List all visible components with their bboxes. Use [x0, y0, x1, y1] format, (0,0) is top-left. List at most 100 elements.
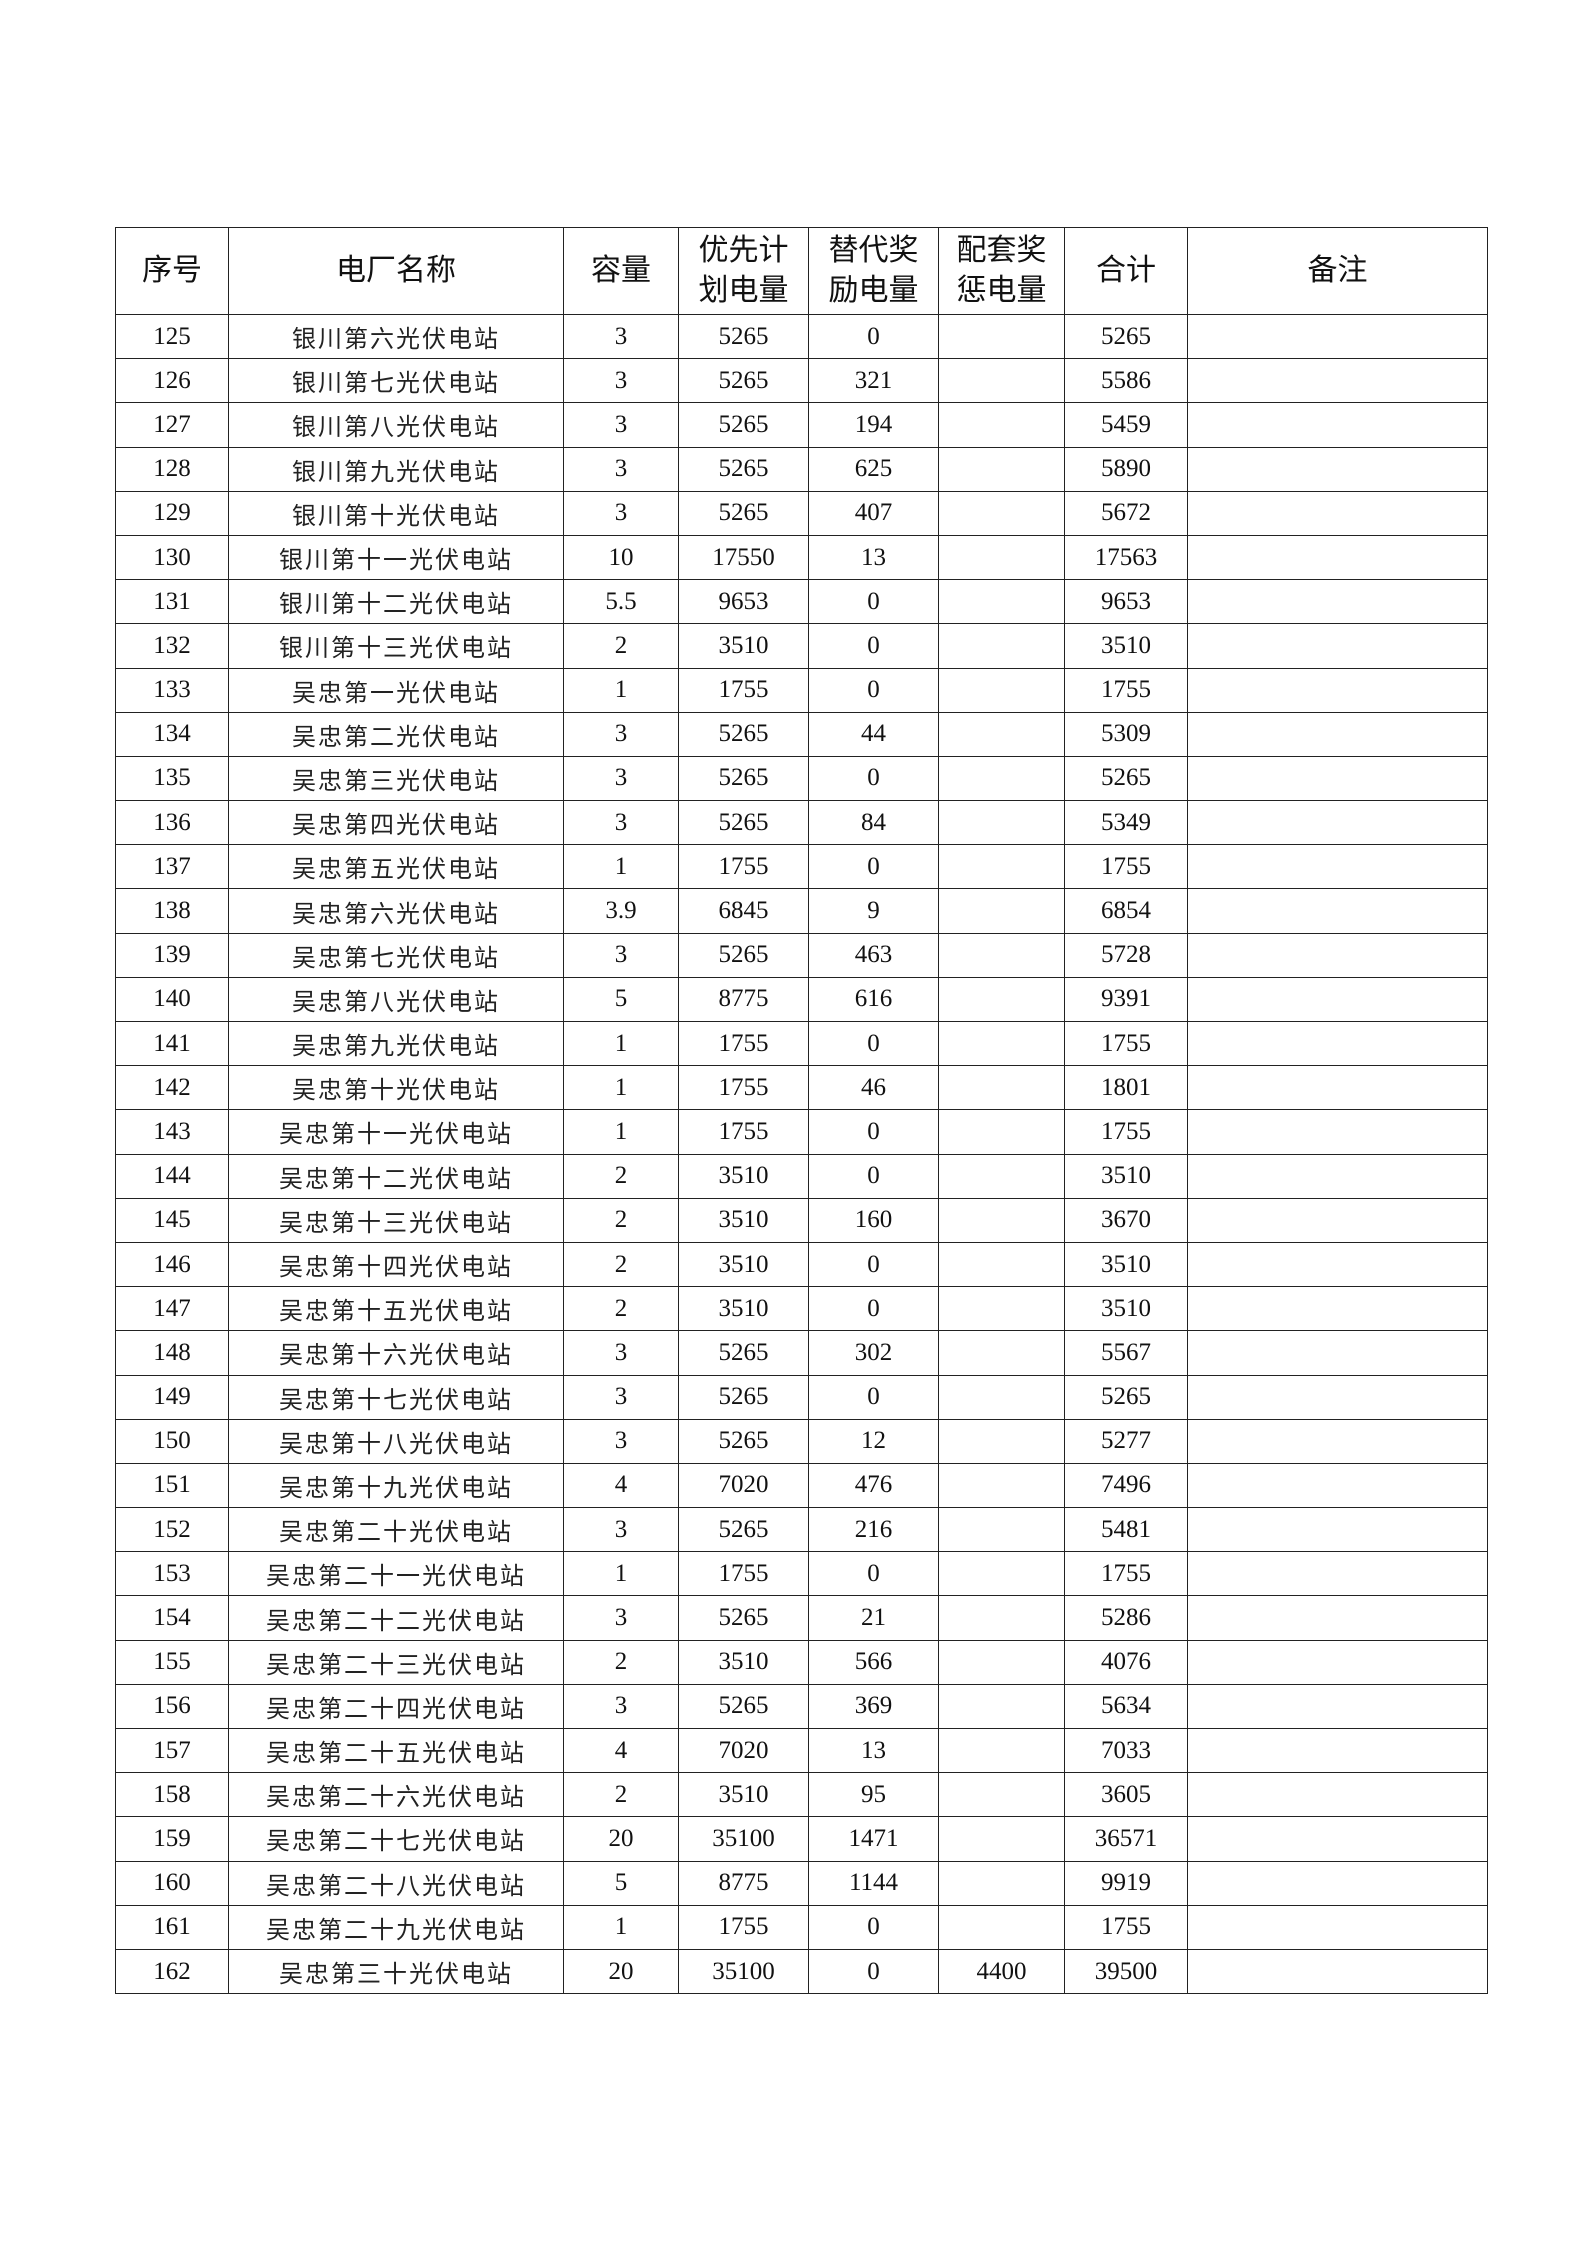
table-row: 140 吴忠第八光伏电站 5 8775 616 9391 — [115, 976, 1488, 1023]
cell-replace: 625 — [808, 446, 939, 492]
cell-remark — [1187, 1772, 1488, 1818]
cell-remark — [1187, 1286, 1488, 1332]
cell-priority: 5265 — [678, 1330, 809, 1376]
cell-name: 吴忠第十二光伏电站 — [228, 1153, 564, 1199]
cell-total: 5481 — [1064, 1507, 1188, 1553]
cell-replace: 321 — [808, 358, 939, 404]
cell-replace: 13 — [808, 534, 939, 581]
cell-capacity: 3 — [563, 1330, 679, 1376]
cell-support — [938, 402, 1065, 448]
cell-total: 5309 — [1064, 711, 1188, 757]
cell-replace: 0 — [808, 1374, 939, 1420]
cell-seq: 128 — [115, 446, 229, 492]
cell-remark — [1187, 1727, 1488, 1774]
cell-priority: 1755 — [678, 1065, 809, 1111]
cell-priority: 6845 — [678, 888, 809, 934]
cell-remark — [1187, 711, 1488, 757]
cell-priority: 5265 — [678, 1374, 809, 1420]
cell-capacity: 2 — [563, 1153, 679, 1199]
table-row: 128 银川第九光伏电站 3 5265 625 5890 — [115, 446, 1488, 492]
cell-support — [938, 1860, 1065, 1906]
cell-priority: 3510 — [678, 1286, 809, 1332]
cell-capacity: 3 — [563, 402, 679, 448]
cell-remark — [1187, 1418, 1488, 1464]
cell-capacity: 1 — [563, 1065, 679, 1111]
cell-name: 银川第七光伏电站 — [228, 358, 564, 404]
cell-seq: 134 — [115, 711, 229, 757]
table-row: 159 吴忠第二十七光伏电站 20 35100 1471 36571 — [115, 1816, 1488, 1862]
cell-replace: 566 — [808, 1639, 939, 1685]
cell-total: 5459 — [1064, 402, 1188, 448]
cell-remark — [1187, 1507, 1488, 1553]
cell-remark — [1187, 1639, 1488, 1685]
cell-remark — [1187, 1462, 1488, 1509]
cell-support — [938, 1418, 1065, 1464]
cell-priority: 3510 — [678, 1639, 809, 1685]
cell-replace: 0 — [808, 579, 939, 625]
header-seq: 序号 — [115, 227, 229, 315]
cell-total: 39500 — [1064, 1948, 1188, 1995]
cell-support — [938, 1904, 1065, 1950]
cell-total: 5586 — [1064, 358, 1188, 404]
cell-remark — [1187, 888, 1488, 934]
cell-name: 银川第十光伏电站 — [228, 490, 564, 536]
cell-priority: 8775 — [678, 976, 809, 1023]
cell-priority: 5265 — [678, 711, 809, 757]
power-allocation-table: 序号 电厂名称 容量 优先计 划电量 替代奖 励电量 配套奖 惩电量 合计 备注 12… — [115, 227, 1488, 1995]
cell-remark — [1187, 1109, 1488, 1155]
cell-support — [938, 1507, 1065, 1553]
cell-remark — [1187, 534, 1488, 581]
cell-replace: 369 — [808, 1683, 939, 1730]
cell-priority: 5265 — [678, 1507, 809, 1553]
cell-priority: 1755 — [678, 1020, 809, 1067]
cell-support — [938, 1286, 1065, 1332]
cell-support — [938, 313, 1065, 360]
cell-name: 吴忠第二十三光伏电站 — [228, 1639, 564, 1685]
cell-replace: 13 — [808, 1727, 939, 1774]
cell-replace: 21 — [808, 1595, 939, 1641]
cell-total: 5890 — [1064, 446, 1188, 492]
cell-name: 吴忠第十六光伏电站 — [228, 1330, 564, 1376]
cell-seq: 157 — [115, 1727, 229, 1774]
cell-name: 吴忠第一光伏电站 — [228, 667, 564, 713]
cell-priority: 5265 — [678, 800, 809, 846]
cell-seq: 148 — [115, 1330, 229, 1376]
table-row: 132 银川第十三光伏电站 2 3510 0 3510 — [115, 623, 1488, 669]
cell-total: 9919 — [1064, 1860, 1188, 1906]
cell-total: 5728 — [1064, 932, 1188, 978]
cell-support — [938, 623, 1065, 669]
cell-name: 吴忠第二十四光伏电站 — [228, 1683, 564, 1730]
cell-capacity: 3 — [563, 800, 679, 846]
cell-seq: 135 — [115, 755, 229, 802]
cell-remark — [1187, 976, 1488, 1023]
cell-replace: 160 — [808, 1197, 939, 1243]
cell-name: 银川第六光伏电站 — [228, 313, 564, 360]
table-row: 139 吴忠第七光伏电站 3 5265 463 5728 — [115, 932, 1488, 978]
cell-name: 吴忠第六光伏电站 — [228, 888, 564, 934]
cell-capacity: 3 — [563, 1507, 679, 1553]
cell-total: 1755 — [1064, 1109, 1188, 1155]
cell-total: 5265 — [1064, 1374, 1188, 1420]
cell-name: 吴忠第四光伏电站 — [228, 800, 564, 846]
cell-support — [938, 1772, 1065, 1818]
cell-priority: 1755 — [678, 667, 809, 713]
cell-name: 吴忠第三十光伏电站 — [228, 1948, 564, 1995]
cell-support — [938, 1197, 1065, 1243]
cell-support — [938, 1330, 1065, 1376]
cell-name: 吴忠第十九光伏电站 — [228, 1462, 564, 1509]
cell-priority: 8775 — [678, 1860, 809, 1906]
cell-name: 吴忠第十八光伏电站 — [228, 1418, 564, 1464]
cell-priority: 7020 — [678, 1462, 809, 1509]
table-row: 142 吴忠第十光伏电站 1 1755 46 1801 — [115, 1065, 1488, 1111]
cell-priority: 5265 — [678, 1418, 809, 1464]
cell-seq: 138 — [115, 888, 229, 934]
header-replace: 替代奖 励电量 — [808, 227, 939, 315]
table-row: 149 吴忠第十七光伏电站 3 5265 0 5265 — [115, 1374, 1488, 1420]
cell-remark — [1187, 1020, 1488, 1067]
cell-seq: 149 — [115, 1374, 229, 1420]
table-row: 143 吴忠第十一光伏电站 1 1755 0 1755 — [115, 1109, 1488, 1155]
cell-capacity: 3.9 — [563, 888, 679, 934]
cell-priority: 5265 — [678, 490, 809, 536]
cell-total: 7033 — [1064, 1727, 1188, 1774]
cell-remark — [1187, 1683, 1488, 1730]
